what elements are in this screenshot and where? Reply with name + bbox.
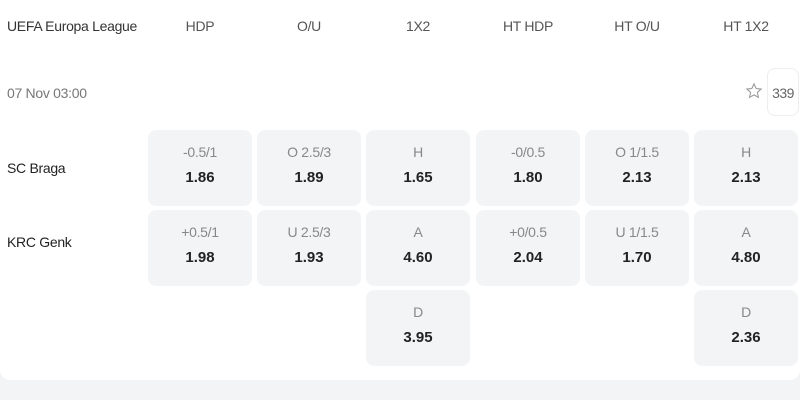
odds-cell[interactable]: H 2.13 xyxy=(694,130,798,206)
odds-line: +0/0.5 xyxy=(509,224,547,240)
match-time: 07 Nov 03:00 xyxy=(7,85,87,101)
odds-line: H xyxy=(413,144,423,160)
odds-value: 2.13 xyxy=(622,169,652,186)
odds-cell[interactable]: D 3.95 xyxy=(366,290,470,366)
odds-cell[interactable]: +0/0.5 2.04 xyxy=(476,210,580,286)
team-away: KRC Genk xyxy=(7,234,72,250)
odds-line: H xyxy=(741,144,751,160)
odds-value: 1.93 xyxy=(294,249,324,266)
odds-value: 3.95 xyxy=(403,329,433,346)
odds-value: 1.98 xyxy=(185,249,215,266)
odds-value: 1.80 xyxy=(513,169,543,186)
odds-line: O 1/1.5 xyxy=(615,144,659,160)
odds-value: 2.04 xyxy=(513,249,543,266)
odds-cell[interactable]: A 4.80 xyxy=(694,210,798,286)
odds-cell[interactable]: O 1/1.5 2.13 xyxy=(585,130,689,206)
odds-line: D xyxy=(413,304,423,320)
odds-line: A xyxy=(741,224,751,240)
odds-cell[interactable]: D 2.36 xyxy=(694,290,798,366)
odds-line: +0.5/1 xyxy=(181,224,219,240)
odds-cell[interactable]: U 1/1.5 1.70 xyxy=(585,210,689,286)
league-title: UEFA Europa League xyxy=(7,18,138,34)
odds-line: -0.5/1 xyxy=(183,144,217,160)
odds-line: D xyxy=(741,304,751,320)
odds-value: 2.36 xyxy=(731,329,761,346)
odds-line: -0/0.5 xyxy=(511,144,545,160)
odds-cell[interactable]: U 2.5/3 1.93 xyxy=(257,210,361,286)
odds-value: 1.65 xyxy=(403,169,433,186)
column-header: 1X2 xyxy=(405,18,430,34)
odds-value: 1.86 xyxy=(185,169,215,186)
odds-cell[interactable]: -0/0.5 1.80 xyxy=(476,130,580,206)
odds-value: 1.89 xyxy=(294,169,324,186)
odds-line: O 2.5/3 xyxy=(287,144,331,160)
star-outline-icon[interactable] xyxy=(745,82,763,100)
odds-value: 4.60 xyxy=(403,249,433,266)
column-header: HDP xyxy=(185,18,215,34)
odds-value: 1.70 xyxy=(622,249,652,266)
team-home: SC Braga xyxy=(7,160,66,176)
odds-line: U 2.5/3 xyxy=(287,224,331,240)
column-header: O/U xyxy=(297,18,321,34)
odds-value: 4.80 xyxy=(731,249,761,266)
column-header: HT O/U xyxy=(614,18,660,34)
odds-cell[interactable]: A 4.60 xyxy=(366,210,470,286)
odds-cell[interactable]: H 1.65 xyxy=(366,130,470,206)
column-header: HT 1X2 xyxy=(723,18,769,34)
more-markets-button[interactable]: 339 xyxy=(767,68,799,116)
column-header: HT HDP xyxy=(502,18,554,34)
odds-line: U 1/1.5 xyxy=(615,224,659,240)
odds-value: 2.13 xyxy=(731,169,761,186)
odds-cell[interactable]: -0.5/1 1.86 xyxy=(148,130,252,206)
odds-line: A xyxy=(413,224,423,240)
odds-cell[interactable]: +0.5/1 1.98 xyxy=(148,210,252,286)
odds-cell[interactable]: O 2.5/3 1.89 xyxy=(257,130,361,206)
match-card: UEFA Europa League HDP O/U 1X2 HT HDP HT O/U… xyxy=(0,0,800,380)
